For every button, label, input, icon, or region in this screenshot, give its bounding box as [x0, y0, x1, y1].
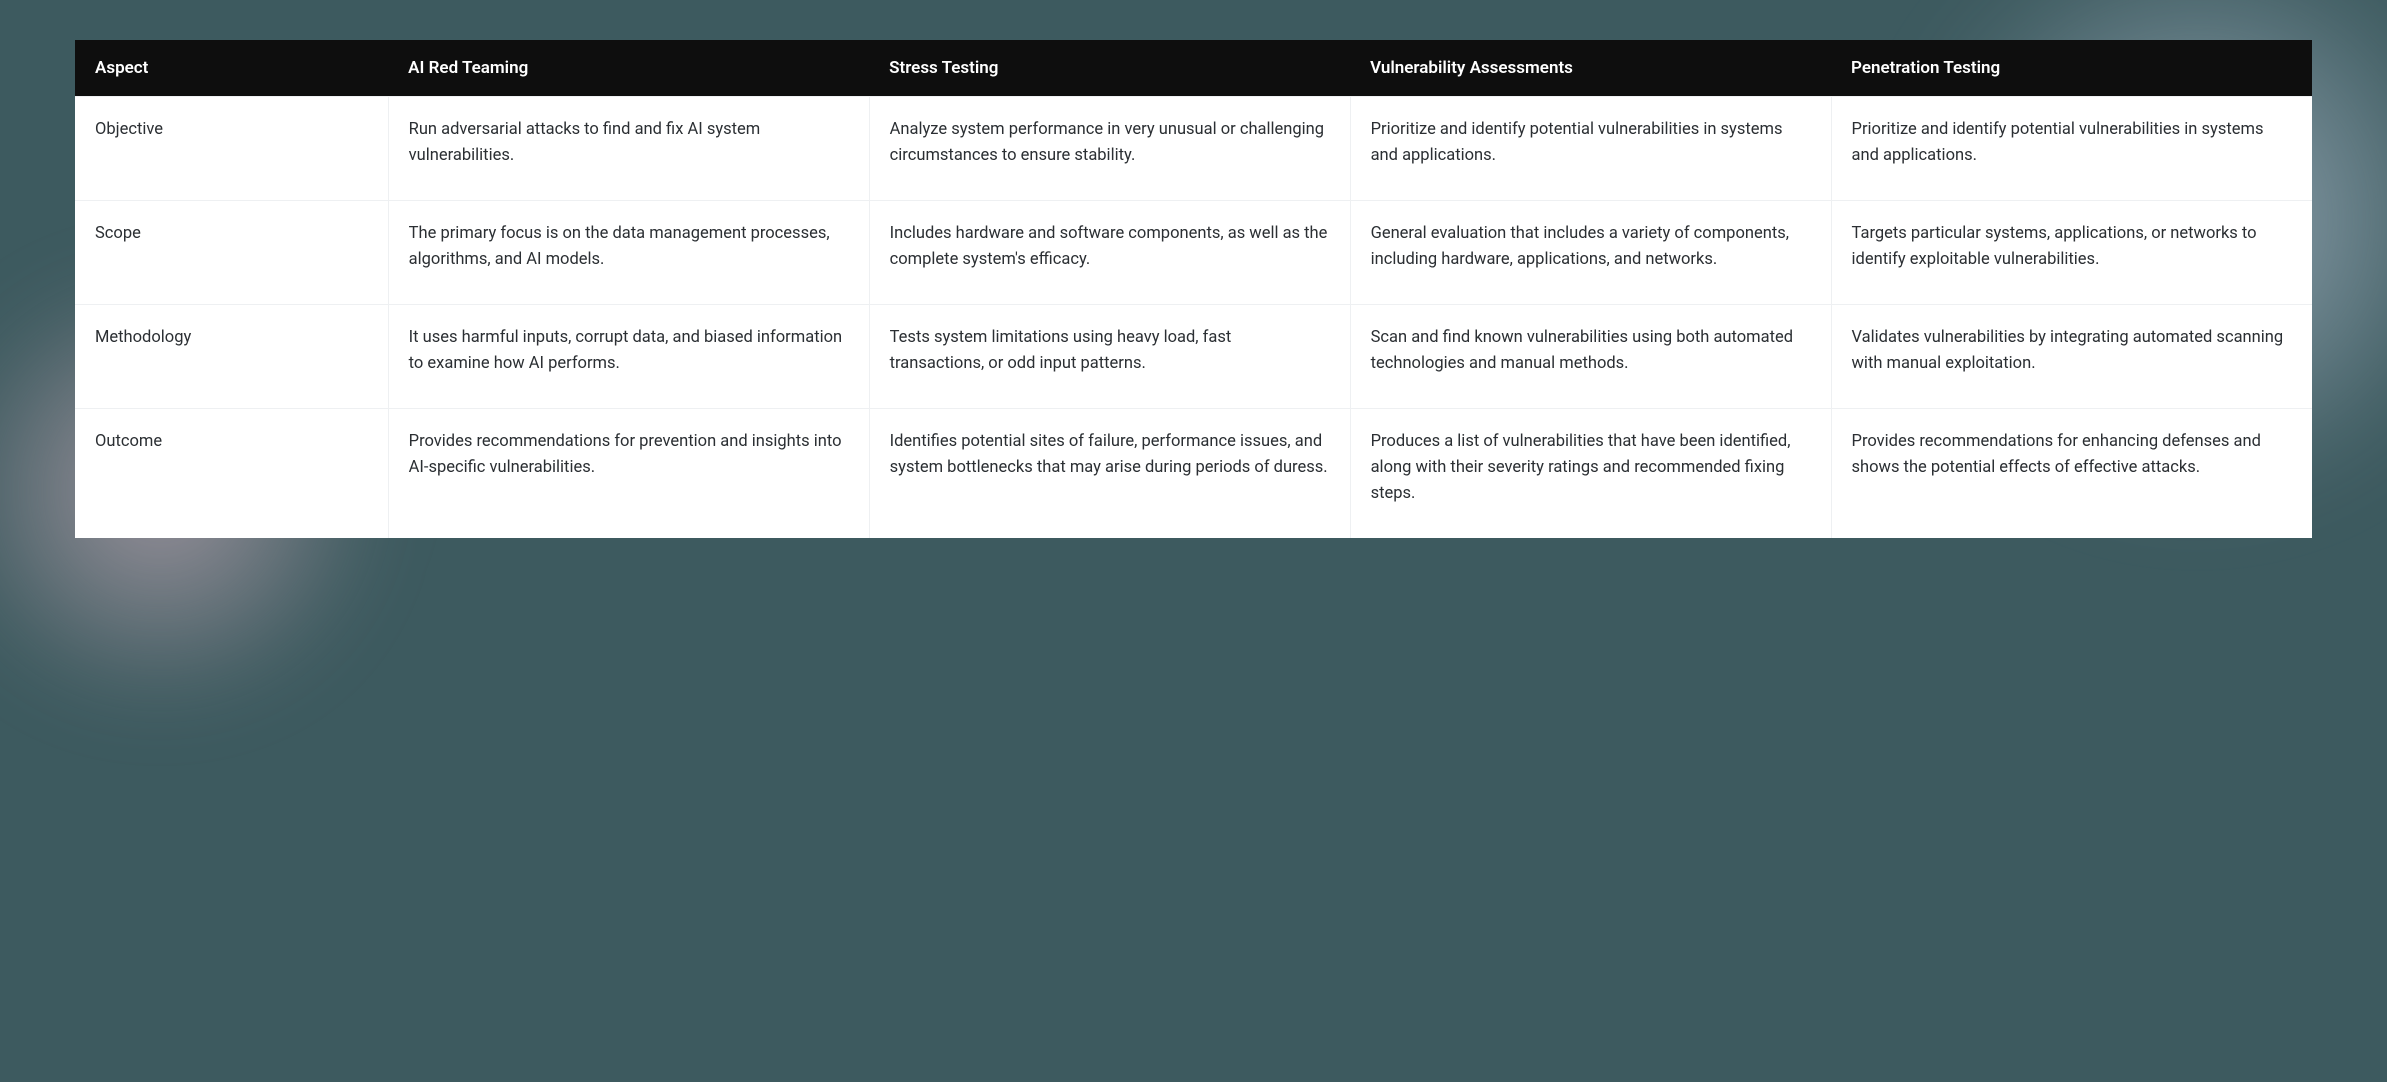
comparison-table: Aspect AI Red Teaming Stress Testing Vul… [75, 40, 2312, 538]
table-cell: It uses harmful inputs, corrupt data, an… [388, 305, 869, 409]
table-cell: Prioritize and identify potential vulner… [1831, 97, 2312, 201]
aspect-cell: Methodology [75, 305, 388, 409]
table-row: Methodology It uses harmful inputs, corr… [75, 305, 2312, 409]
col-header-stress-testing: Stress Testing [869, 40, 1350, 97]
table-cell: General evaluation that includes a varie… [1350, 201, 1831, 305]
table-cell: Scan and find known vulnerabilities usin… [1350, 305, 1831, 409]
aspect-cell: Scope [75, 201, 388, 305]
aspect-cell: Objective [75, 97, 388, 201]
table-row: Outcome Provides recommendations for pre… [75, 409, 2312, 538]
col-header-vulnerability-assessments: Vulnerability Assessments [1350, 40, 1831, 97]
col-header-aspect: Aspect [75, 40, 388, 97]
table-cell: Produces a list of vulnerabilities that … [1350, 409, 1831, 538]
col-header-ai-red-teaming: AI Red Teaming [388, 40, 869, 97]
table-row: Objective Run adversarial attacks to fin… [75, 97, 2312, 201]
col-header-penetration-testing: Penetration Testing [1831, 40, 2312, 97]
aspect-cell: Outcome [75, 409, 388, 538]
table-cell: Prioritize and identify potential vulner… [1350, 97, 1831, 201]
table-header-row: Aspect AI Red Teaming Stress Testing Vul… [75, 40, 2312, 97]
table-cell: Identifies potential sites of failure, p… [869, 409, 1350, 538]
table-cell: Validates vulnerabilities by integrating… [1831, 305, 2312, 409]
table-cell: The primary focus is on the data managem… [388, 201, 869, 305]
table-cell: Provides recommendations for prevention … [388, 409, 869, 538]
table-cell: Provides recommendations for enhancing d… [1831, 409, 2312, 538]
table-cell: Run adversarial attacks to find and fix … [388, 97, 869, 201]
table-cell: Includes hardware and software component… [869, 201, 1350, 305]
table-row: Scope The primary focus is on the data m… [75, 201, 2312, 305]
table-body: Objective Run adversarial attacks to fin… [75, 97, 2312, 539]
table-cell: Targets particular systems, applications… [1831, 201, 2312, 305]
table-cell: Tests system limitations using heavy loa… [869, 305, 1350, 409]
table-cell: Analyze system performance in very unusu… [869, 97, 1350, 201]
table-header: Aspect AI Red Teaming Stress Testing Vul… [75, 40, 2312, 97]
